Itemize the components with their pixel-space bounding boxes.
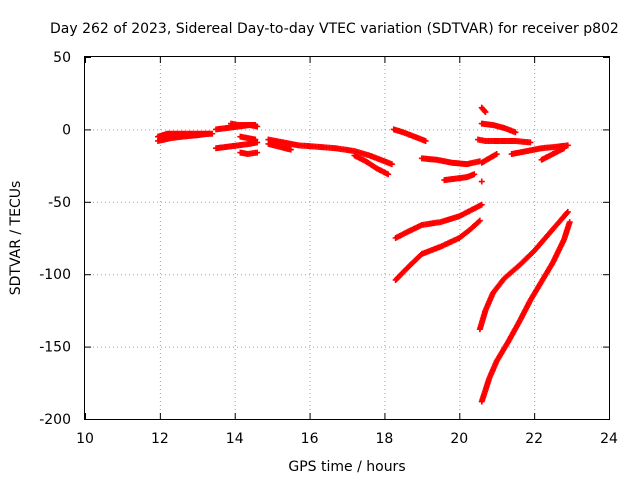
series-track-i	[265, 140, 294, 153]
data-point	[422, 137, 429, 144]
series-track-r	[478, 104, 489, 116]
y-tick-label: -150	[39, 340, 71, 356]
data-point	[481, 107, 488, 114]
data-point	[252, 122, 259, 129]
x-tick-label: 24	[600, 431, 618, 447]
series-track-h	[265, 136, 395, 168]
data-point	[493, 151, 500, 158]
data-point	[478, 201, 485, 208]
data-point	[471, 171, 478, 178]
data-point	[564, 142, 571, 149]
data-point	[287, 146, 294, 153]
series-track-k	[390, 126, 429, 144]
data-point	[205, 130, 212, 137]
data-point	[527, 139, 534, 146]
series-track-o	[441, 171, 478, 184]
series-track-n	[418, 155, 483, 168]
grid-lines	[85, 57, 609, 419]
data-point	[476, 217, 483, 224]
data-point	[252, 136, 259, 143]
series-track-l	[392, 201, 485, 241]
y-tick-label: -200	[39, 412, 71, 428]
plot-frame	[84, 56, 610, 420]
data-point	[563, 210, 570, 217]
series-track-q	[478, 120, 519, 136]
series-track-v	[476, 208, 571, 333]
series-track-g	[237, 133, 259, 143]
data-point	[566, 219, 573, 226]
data-point	[482, 109, 489, 116]
series-track-p	[475, 136, 534, 146]
x-tick-label: 12	[151, 431, 169, 447]
data-point	[564, 208, 571, 215]
y-tick-label: -100	[39, 267, 71, 283]
data-point	[561, 145, 568, 152]
series-track-e	[227, 120, 259, 129]
chart-title: Day 262 of 2023, Sidereal Day-to-day VTE…	[50, 21, 619, 37]
data-points	[154, 104, 573, 405]
axis-ticks: 10 12 14 16 18 20 22 24 50 0 -50 -100 -150 -200	[39, 50, 618, 447]
x-tick-label: 20	[450, 431, 468, 447]
y-tick-label: 50	[53, 50, 71, 66]
data-point	[385, 171, 392, 178]
series-track-b	[154, 130, 212, 144]
y-tick-label: -50	[48, 195, 71, 211]
series-track-s	[478, 151, 500, 166]
data-point	[475, 218, 482, 225]
data-point	[478, 178, 485, 185]
x-tick-label: 10	[76, 431, 94, 447]
data-point	[254, 149, 261, 156]
series-track-f	[237, 149, 261, 158]
y-axis-label: SDTVAR / TECUs	[8, 181, 24, 296]
series-track-m	[392, 217, 483, 283]
series-track-j	[351, 152, 392, 178]
data-point	[388, 161, 395, 168]
x-tick-label: 18	[376, 431, 394, 447]
series-track-u	[538, 145, 568, 163]
series-outlier	[478, 178, 485, 185]
series-track-w	[478, 219, 573, 405]
x-axis-label: GPS time / hours	[288, 459, 405, 475]
series-track-d	[213, 139, 261, 152]
x-tick-label: 14	[226, 431, 244, 447]
x-tick-label: 16	[301, 431, 319, 447]
data-point	[512, 129, 519, 136]
x-tick-label: 22	[525, 431, 543, 447]
y-tick-label: 0	[62, 122, 71, 138]
